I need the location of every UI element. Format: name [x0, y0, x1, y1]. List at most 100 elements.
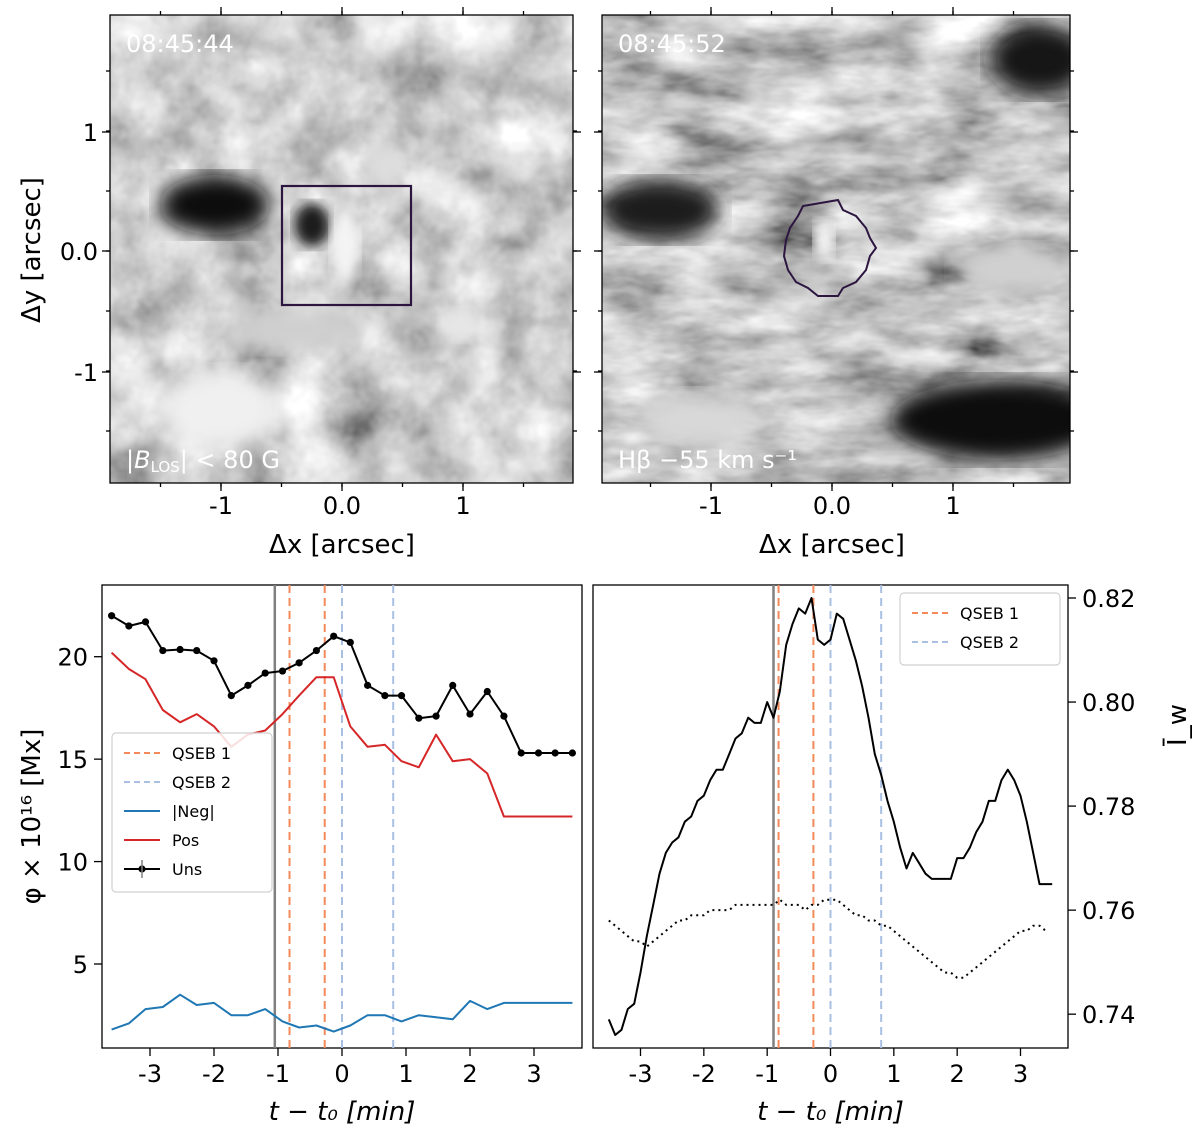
timestamp-label: 08:45:44	[126, 30, 234, 58]
data-point	[330, 632, 338, 640]
data-point	[381, 692, 389, 700]
legend-label: QSEB 2	[172, 773, 231, 792]
legend-label: Pos	[172, 831, 199, 850]
data-point	[568, 749, 577, 757]
data-point	[176, 645, 184, 654]
bright-patch	[367, 146, 403, 190]
legend-label: Uns	[172, 860, 202, 879]
data-point	[227, 692, 235, 700]
data-point	[261, 669, 269, 677]
y-tick-label: 0.76	[1082, 897, 1135, 925]
data-point	[534, 749, 543, 757]
x-tick-label: -2	[692, 1060, 716, 1088]
y-tick-label: 0.74	[1082, 1001, 1135, 1029]
blos-threshold-label: |BLOS| < 80 G	[126, 446, 280, 476]
x-axis-title: Δx [arcsec]	[269, 530, 415, 560]
y-tick-label: 20	[57, 644, 88, 672]
plot-frame	[601, 14, 1071, 484]
x-tick-label: -1	[755, 1060, 779, 1088]
dark-band	[990, 25, 1070, 95]
data-point	[210, 657, 218, 665]
y-axis-title: φ × 10¹⁶ [Mx]	[17, 729, 47, 905]
legend-box	[111, 732, 273, 893]
data-point	[415, 714, 423, 722]
legend-label: QSEB 1	[172, 744, 231, 763]
y-axis-title: Ī_w	[1162, 704, 1193, 746]
x-tick-label: -3	[138, 1060, 162, 1088]
x-tick-label: 0	[334, 1060, 349, 1088]
legend-label: QSEB 1	[960, 604, 1019, 623]
x-tick-label: 0	[823, 1060, 838, 1088]
dark-band	[890, 380, 1070, 460]
y-tick-label: 0.82	[1082, 585, 1135, 613]
dark-patch	[160, 175, 270, 235]
series-line	[110, 651, 573, 818]
y-tick-label: 10	[57, 849, 88, 877]
legend-label: QSEB 2	[960, 633, 1019, 652]
x-tick-label: -3	[629, 1060, 653, 1088]
y-tick-label: 0.80	[1082, 689, 1135, 717]
series-line	[111, 993, 573, 1033]
y-tick-label: 15	[57, 746, 88, 774]
bright-patch	[440, 309, 480, 341]
x-tick-label: 0.0	[813, 492, 851, 520]
y-tick-label: 5	[73, 951, 88, 979]
data-point	[295, 659, 303, 667]
panel-top-right: 08:45:52 Hβ −55 km s⁻¹ -1 0.0 1 Δx [arcs…	[594, 7, 1078, 560]
data-point	[244, 681, 252, 689]
data-point	[432, 712, 440, 720]
data-point	[551, 749, 559, 757]
legend-label: |Neg|	[172, 802, 215, 821]
bright-band	[955, 245, 1065, 295]
data-point	[278, 667, 287, 675]
data-point	[125, 622, 133, 630]
series-line	[607, 597, 1053, 1036]
data-point	[517, 749, 525, 757]
data-point	[500, 712, 508, 720]
dark-patch	[294, 203, 330, 247]
data-point	[141, 618, 150, 626]
x-tick-label: -1	[699, 492, 723, 520]
x-tick-label: -2	[202, 1060, 226, 1088]
flux-chart: -3 -2 -1 0 1 2 3 5 10 15 20 t − t₀ [min] φ × 10¹⁶ [M…	[17, 584, 583, 1127]
legend-box	[899, 592, 1061, 666]
x-tick-label: 1	[455, 492, 470, 520]
y-tick-label: -1	[74, 359, 98, 387]
data-point	[159, 646, 167, 655]
x-tick-label: 1	[945, 492, 960, 520]
y-tick-label: 0.0	[60, 238, 98, 266]
data-point	[364, 681, 372, 689]
region-contour	[782, 198, 878, 297]
x-axis-title: t − t₀ [min]	[757, 1097, 904, 1127]
x-tick-label: -1	[209, 492, 233, 520]
data-point	[397, 692, 406, 700]
intensity-chart: -3 -2 -1 0 1 2 3 0.74 0.76 0.78 0.80 0.82 t − t₀ [mi…	[592, 584, 1193, 1127]
y-axis-title: Δy [arcsec]	[17, 177, 47, 323]
x-tick-label: 1	[398, 1060, 413, 1088]
bright-kernel	[814, 220, 834, 260]
data-point	[483, 687, 491, 696]
x-tick-label: 3	[1013, 1060, 1028, 1088]
region-box	[280, 184, 413, 307]
data-point	[466, 710, 474, 718]
dark-band	[602, 180, 720, 240]
x-axis-title: t − t₀ [min]	[269, 1097, 416, 1127]
bright-patch	[160, 370, 280, 450]
hbeta-velocity-label: Hβ −55 km s⁻¹	[618, 446, 797, 474]
panel-top-left: 08:45:44 |BLOS| < 80 G -1 0.0 1 1 0.0 -1…	[17, 7, 581, 560]
x-tick-label: 0.0	[323, 492, 361, 520]
data-point	[108, 612, 116, 620]
x-tick-label: -1	[266, 1060, 290, 1088]
x-tick-label: 3	[526, 1060, 541, 1088]
timestamp-label: 08:45:52	[618, 30, 726, 58]
data-point	[449, 681, 457, 689]
x-tick-label: 2	[950, 1060, 965, 1088]
data-point	[193, 646, 201, 655]
bright-patch	[331, 205, 359, 285]
x-tick-label: 1	[886, 1060, 901, 1088]
bright-band	[640, 392, 760, 448]
x-tick-label: 2	[462, 1060, 477, 1088]
y-tick-label: 0.78	[1082, 793, 1135, 821]
x-axis-title: Δx [arcsec]	[759, 530, 905, 560]
